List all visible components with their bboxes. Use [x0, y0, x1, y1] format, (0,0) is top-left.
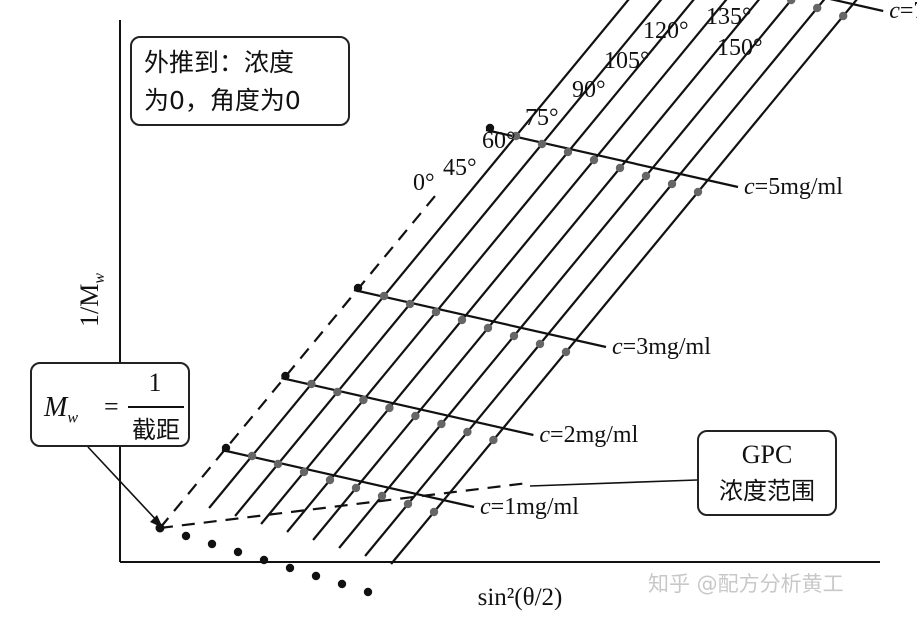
data-point — [377, 491, 387, 501]
data-point — [483, 323, 493, 333]
extrapolation-line-c0 — [159, 481, 529, 530]
mw-equals: = — [104, 392, 119, 421]
data-point — [181, 531, 191, 541]
data-point — [561, 347, 571, 357]
gpc-range-box: GPC 浓度范围 — [697, 430, 837, 516]
data-point — [353, 283, 363, 293]
angle-line — [364, 0, 826, 557]
angle-line — [260, 0, 695, 525]
note-line-2: 为0，角度为0 — [144, 86, 301, 115]
data-point — [787, 0, 796, 5]
data-point — [307, 379, 316, 389]
data-point — [535, 339, 545, 349]
data-point — [489, 435, 498, 445]
data-point — [385, 403, 394, 413]
angle-label: 0° — [413, 170, 435, 196]
data-point — [405, 299, 415, 309]
angle-line — [338, 0, 793, 549]
data-point — [247, 451, 257, 461]
mw-symbol: Mw — [44, 392, 78, 428]
data-point — [839, 11, 848, 21]
data-point — [615, 163, 625, 173]
data-point — [359, 395, 368, 405]
data-point — [285, 563, 295, 573]
data-point — [221, 443, 231, 453]
data-point — [463, 427, 472, 437]
data-point — [411, 411, 420, 421]
data-point — [813, 3, 822, 13]
angle-label: 105° — [604, 48, 650, 74]
angle-label: 150° — [717, 35, 763, 61]
concentration-label: c=2mg/ml — [539, 422, 638, 448]
intercept-point — [155, 523, 165, 533]
mw-symbol-main: M — [44, 392, 68, 423]
angle-label: 120° — [643, 18, 689, 44]
data-point — [281, 371, 290, 381]
data-point — [325, 475, 335, 485]
angle-label: 75° — [525, 105, 559, 131]
note-line-1: 外推到：浓度 — [144, 48, 295, 77]
data-point — [693, 187, 703, 197]
data-point — [485, 123, 495, 133]
angle-line — [208, 0, 630, 509]
watermark: 知乎 @配方分析黄工 — [648, 572, 844, 596]
data-point — [511, 131, 521, 141]
y-axis-label: 1/Mw — [75, 273, 108, 327]
mw-arrow-head — [150, 515, 163, 528]
concentration-line — [281, 376, 534, 437]
data-point — [437, 419, 446, 429]
data-point — [403, 499, 413, 509]
data-point — [299, 467, 309, 477]
extrapolation-note: 外推到：浓度 为0，角度为0 — [130, 36, 350, 126]
concentration-label: c=7mg/ml — [889, 0, 917, 24]
angle-label: 60° — [482, 128, 516, 154]
mw-numerator: 1 — [148, 368, 162, 397]
angle-line — [390, 0, 858, 565]
concentration-line — [485, 128, 739, 189]
data-point — [589, 155, 599, 165]
angle-label: 135° — [706, 4, 752, 30]
concentration-line — [829, 0, 884, 13]
concentration-line — [221, 448, 475, 509]
data-point — [259, 555, 269, 565]
gpc-pointer — [529, 479, 698, 487]
data-point — [667, 179, 677, 189]
mw-arrow — [87, 446, 161, 525]
angle-line — [286, 0, 728, 533]
concentration-label: c=3mg/ml — [612, 334, 711, 360]
data-point — [537, 139, 547, 149]
data-point — [351, 483, 361, 493]
concentration-line — [353, 288, 607, 349]
extrapolation-line-angle0 — [159, 189, 441, 529]
data-point — [563, 147, 573, 157]
mw-symbol-sub: w — [67, 409, 78, 427]
data-point — [429, 507, 439, 517]
data-point — [311, 571, 321, 581]
mw-denominator: 截距 — [132, 416, 180, 444]
angle-line — [234, 0, 663, 517]
angle-label: 90° — [572, 77, 606, 103]
data-point — [233, 547, 243, 557]
data-point — [273, 459, 283, 469]
data-point — [363, 587, 373, 597]
x-axis-label: sin²(θ/2) — [478, 584, 563, 611]
concentration-label: c=1mg/ml — [480, 494, 579, 520]
gpc-line-1: GPC — [741, 440, 793, 469]
gpc-line-2: 浓度范围 — [719, 477, 815, 505]
angle-label: 45° — [443, 155, 477, 181]
data-point — [457, 315, 467, 325]
data-point — [641, 171, 651, 181]
angle-line — [312, 0, 761, 541]
data-point — [509, 331, 519, 341]
data-point — [379, 291, 389, 301]
data-point — [431, 307, 441, 317]
data-point — [337, 579, 347, 589]
concentration-label: c=5mg/ml — [744, 174, 843, 200]
data-point — [333, 387, 342, 397]
data-point — [207, 539, 217, 549]
mw-formula-box: Mw = 1 截距 — [30, 362, 190, 447]
fraction-bar — [128, 406, 184, 408]
